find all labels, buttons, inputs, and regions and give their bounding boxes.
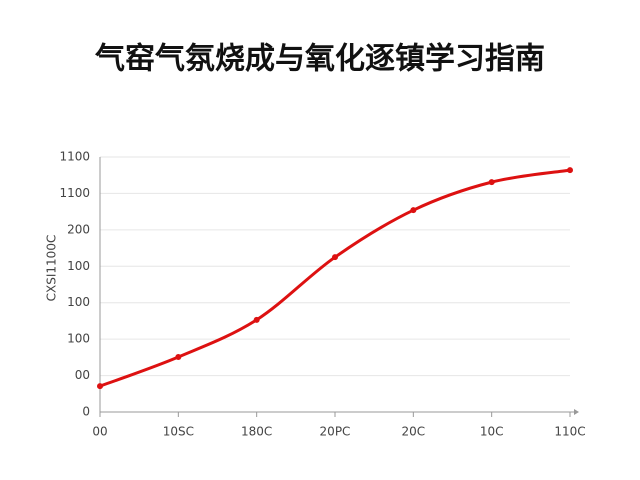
point [488,179,495,186]
y-tick-label: 1100 [59,186,90,200]
x-tick-label: 20C [402,425,426,439]
point [410,207,417,214]
y-tick-label: 100 [67,332,90,346]
point [253,316,260,323]
y-tick-label: 100 [67,295,90,309]
y-tick-label: 200 [67,222,90,236]
point [567,167,573,174]
x-tick-label: 10SC [163,425,194,439]
y-tick-label: 00 [75,368,90,382]
y-tick-label: 0 [82,405,90,419]
x-tick-label: 10C [480,425,504,439]
x-tick-label: 00 [92,425,107,439]
point [97,383,103,390]
point [175,353,182,360]
y-axis-label: CXSI1100C [45,235,59,302]
y-tick-label: 1100 [59,150,90,164]
y-tick-label: 100 [67,259,90,273]
axis-arrow [574,409,579,415]
line [99,168,571,388]
chart-title: 气窑气氛烧成与氧化逐镇学习指南 [95,42,545,77]
x-tick-label: 180C [241,425,272,439]
x-tick-label: 20PC [320,425,351,439]
point [332,254,338,261]
x-tick-label: 110C [554,425,585,439]
